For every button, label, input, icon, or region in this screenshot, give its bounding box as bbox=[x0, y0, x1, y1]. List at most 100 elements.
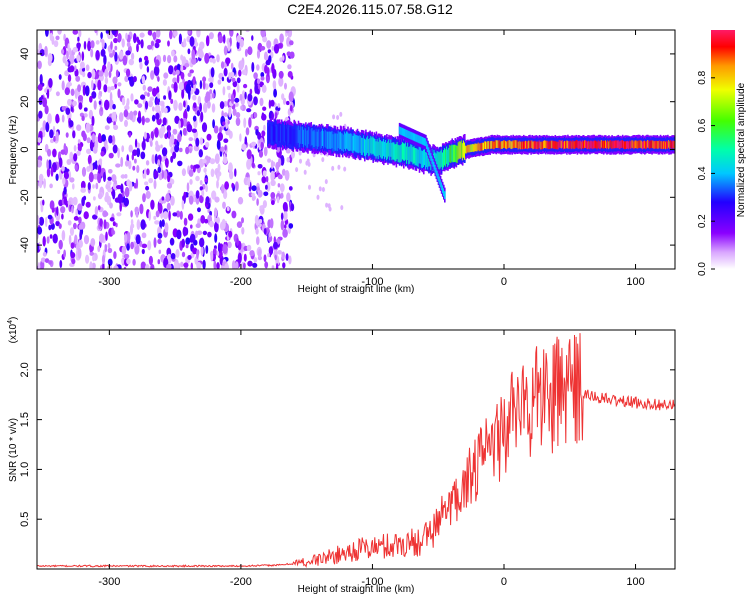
noise-speck bbox=[136, 165, 140, 173]
noise-speck bbox=[280, 212, 284, 221]
y-tick-label: 2.0 bbox=[19, 362, 31, 377]
noise-speck bbox=[279, 33, 284, 43]
branch-mark bbox=[420, 136, 423, 145]
ridge-mark bbox=[276, 126, 279, 144]
noise-speck bbox=[77, 139, 81, 144]
noise-speck bbox=[251, 162, 255, 168]
ridge-mark bbox=[644, 140, 646, 149]
noise-speck bbox=[204, 83, 209, 90]
branch-mark bbox=[439, 179, 442, 188]
noise-speck bbox=[211, 103, 216, 113]
noise-speck bbox=[115, 163, 121, 168]
noise-speck bbox=[190, 164, 194, 170]
ridge-mark bbox=[293, 129, 296, 147]
noise-speck bbox=[213, 125, 219, 134]
noise-speck bbox=[95, 40, 100, 45]
noise-speck bbox=[279, 183, 285, 193]
ridge-mark bbox=[458, 141, 461, 159]
noise-speck bbox=[160, 126, 166, 134]
noise-speck bbox=[161, 169, 164, 179]
noise-speck bbox=[77, 84, 82, 92]
ridge-mark bbox=[381, 141, 384, 159]
noise-speck bbox=[73, 216, 79, 221]
ridge-mark bbox=[350, 133, 352, 151]
ridge-mark bbox=[627, 140, 629, 149]
branch-mark bbox=[399, 127, 402, 135]
ridge-mark bbox=[401, 142, 404, 160]
noise-speck bbox=[283, 210, 288, 221]
ridge-mark bbox=[531, 140, 533, 149]
noise-speck bbox=[255, 228, 259, 235]
ridge-mark bbox=[334, 133, 337, 151]
ridge-mark bbox=[315, 128, 318, 147]
noise-speck bbox=[142, 84, 146, 91]
ridge-mark bbox=[522, 141, 525, 149]
noise-speck bbox=[119, 50, 124, 60]
noise-speck bbox=[78, 102, 83, 110]
ridge-mark bbox=[367, 135, 369, 153]
noise-speck bbox=[110, 86, 116, 91]
ridge-mark bbox=[535, 141, 538, 150]
noise-speck bbox=[154, 127, 159, 138]
ridge-mark bbox=[672, 140, 674, 149]
noise-speck bbox=[121, 145, 125, 153]
noise-speck bbox=[222, 244, 228, 255]
noise-speck bbox=[167, 55, 172, 64]
noise-speck bbox=[192, 115, 197, 122]
ridge-mark bbox=[473, 144, 476, 153]
colorbar-tick-label: 0.2 bbox=[697, 214, 708, 228]
branch-mark bbox=[411, 132, 413, 140]
ridge-mark bbox=[299, 126, 302, 144]
noise-speck bbox=[57, 249, 61, 254]
noise-speck bbox=[189, 233, 196, 243]
ridge-mark bbox=[615, 140, 618, 148]
x-tick-label: -200 bbox=[230, 576, 252, 588]
noise-speck bbox=[217, 35, 224, 44]
ridge-mark bbox=[426, 149, 428, 168]
y-tick-label: 40 bbox=[19, 48, 31, 60]
ridge-mark bbox=[450, 145, 452, 163]
ridge-mark bbox=[378, 137, 381, 156]
noise-speck bbox=[147, 86, 153, 92]
noise-speck bbox=[163, 169, 168, 180]
noise-speck bbox=[72, 183, 75, 190]
noise-speck bbox=[93, 100, 97, 110]
noise-speck bbox=[275, 262, 279, 269]
noise-speck bbox=[287, 64, 292, 70]
noise-speck bbox=[271, 265, 275, 269]
noise-speck bbox=[46, 88, 50, 99]
noise-speck bbox=[100, 151, 105, 157]
ridge-mark bbox=[602, 140, 605, 149]
noise-speck bbox=[263, 228, 267, 235]
noise-speck bbox=[167, 40, 170, 47]
noise-speck bbox=[172, 128, 178, 135]
noise-speck bbox=[170, 134, 175, 145]
noise-speck bbox=[133, 182, 137, 189]
y-tick-label: 1.0 bbox=[19, 462, 31, 477]
noise-speck bbox=[193, 102, 197, 109]
noise-speck bbox=[241, 227, 245, 235]
ridge-mark bbox=[611, 141, 613, 149]
branch-mark bbox=[443, 188, 445, 196]
noise-speck bbox=[154, 220, 160, 225]
branch-mark bbox=[406, 129, 408, 138]
noise-speck bbox=[128, 144, 133, 153]
ridge-mark bbox=[527, 141, 529, 150]
noise-speck bbox=[63, 186, 67, 195]
noise-speck bbox=[37, 60, 42, 70]
noise-speck bbox=[46, 167, 51, 178]
noise-speck bbox=[150, 199, 155, 210]
noise-speck bbox=[244, 48, 248, 57]
ridge-mark bbox=[653, 141, 655, 149]
noise-speck bbox=[61, 106, 67, 111]
noise-speck bbox=[269, 218, 274, 229]
noise-speck bbox=[140, 219, 146, 230]
ridge-mark bbox=[614, 140, 617, 149]
noise-speck bbox=[133, 110, 138, 116]
noise-speck bbox=[68, 234, 72, 245]
noise-speck bbox=[207, 231, 212, 238]
noise-speck bbox=[316, 194, 320, 200]
ridge-mark bbox=[600, 140, 603, 148]
noise-speck bbox=[226, 85, 231, 91]
noise-speck bbox=[128, 160, 132, 170]
